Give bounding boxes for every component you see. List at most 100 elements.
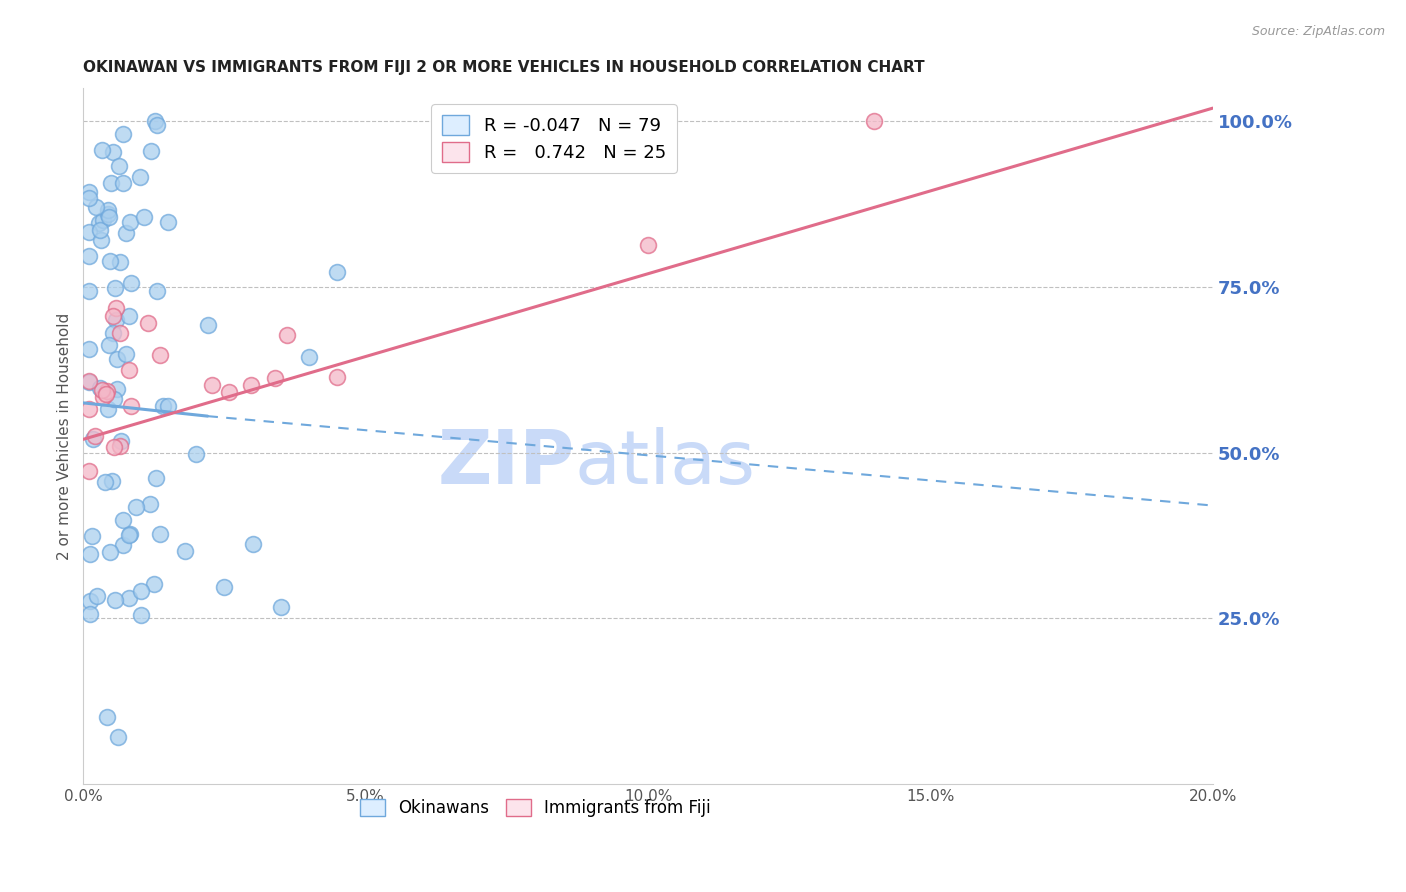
Point: [114, 346, 136, 360]
Point: [149, 527, 172, 541]
Point: [239, 378, 262, 392]
Point: [100, 474, 122, 488]
Point: [201, 377, 224, 392]
Point: [105, 301, 128, 315]
Point: [97, 203, 120, 218]
Point: [90, 383, 112, 397]
Point: [104, 281, 127, 295]
Point: [86, 589, 108, 603]
Point: [82, 432, 104, 446]
Point: [145, 118, 167, 132]
Point: [97, 210, 120, 224]
Point: [145, 471, 167, 485]
Point: [90, 233, 112, 247]
Point: [264, 371, 287, 385]
Point: [125, 500, 148, 514]
Y-axis label: 2 or more Vehicles in Household: 2 or more Vehicles in Household: [58, 312, 72, 559]
Point: [139, 497, 162, 511]
Point: [863, 114, 886, 128]
Point: [115, 226, 138, 240]
Point: [117, 591, 139, 605]
Legend: Okinawans, Immigrants from Fiji: Okinawans, Immigrants from Fiji: [353, 793, 717, 824]
Point: [118, 215, 141, 229]
Point: [146, 284, 169, 298]
Point: [97, 338, 120, 352]
Point: [77, 342, 100, 356]
Point: [100, 176, 122, 190]
Point: [139, 144, 162, 158]
Point: [96, 384, 118, 399]
Point: [91, 143, 114, 157]
Point: [270, 599, 292, 614]
Point: [108, 160, 131, 174]
Point: [111, 513, 134, 527]
Point: [84, 429, 107, 443]
Point: [79, 607, 101, 621]
Point: [97, 402, 120, 417]
Point: [120, 400, 142, 414]
Point: [149, 347, 172, 361]
Point: [77, 186, 100, 200]
Point: [152, 399, 174, 413]
Point: [91, 390, 114, 404]
Point: [143, 576, 166, 591]
Point: [298, 351, 321, 365]
Point: [197, 318, 219, 332]
Point: [97, 207, 120, 221]
Point: [156, 215, 179, 229]
Point: [105, 313, 128, 327]
Point: [77, 249, 100, 263]
Point: [134, 210, 156, 224]
Point: [89, 381, 111, 395]
Point: [77, 191, 100, 205]
Point: [108, 255, 131, 269]
Point: [242, 537, 264, 551]
Point: [214, 580, 236, 594]
Point: [129, 607, 152, 622]
Text: OKINAWAN VS IMMIGRANTS FROM FIJI 2 OR MORE VEHICLES IN HOUSEHOLD CORRELATION CHA: OKINAWAN VS IMMIGRANTS FROM FIJI 2 OR MO…: [83, 60, 925, 75]
Point: [101, 326, 124, 340]
Point: [98, 253, 121, 268]
Point: [118, 527, 141, 541]
Point: [156, 399, 179, 413]
Point: [112, 538, 135, 552]
Point: [98, 545, 121, 559]
Point: [118, 310, 141, 324]
Point: [94, 475, 117, 489]
Point: [138, 317, 160, 331]
Point: [110, 326, 132, 340]
Point: [131, 583, 153, 598]
Point: [77, 284, 100, 298]
Point: [103, 145, 125, 159]
Point: [143, 114, 166, 128]
Point: [77, 374, 100, 388]
Point: [112, 127, 135, 141]
Point: [79, 594, 101, 608]
Point: [105, 351, 128, 366]
Point: [91, 213, 114, 227]
Point: [103, 392, 125, 406]
Point: [120, 276, 142, 290]
Point: [117, 527, 139, 541]
Point: [276, 328, 298, 343]
Text: atlas: atlas: [575, 427, 755, 500]
Point: [96, 710, 118, 724]
Point: [326, 265, 349, 279]
Point: [89, 215, 111, 229]
Point: [77, 375, 100, 389]
Point: [186, 446, 208, 460]
Point: [84, 200, 107, 214]
Point: [637, 237, 659, 252]
Text: ZIP: ZIP: [437, 427, 575, 500]
Point: [105, 382, 128, 396]
Point: [77, 401, 100, 416]
Point: [77, 464, 100, 478]
Point: [104, 593, 127, 607]
Point: [218, 385, 240, 400]
Point: [103, 440, 125, 454]
Point: [174, 544, 197, 558]
Text: Source: ZipAtlas.com: Source: ZipAtlas.com: [1251, 25, 1385, 38]
Point: [111, 176, 134, 190]
Point: [79, 548, 101, 562]
Point: [82, 529, 104, 543]
